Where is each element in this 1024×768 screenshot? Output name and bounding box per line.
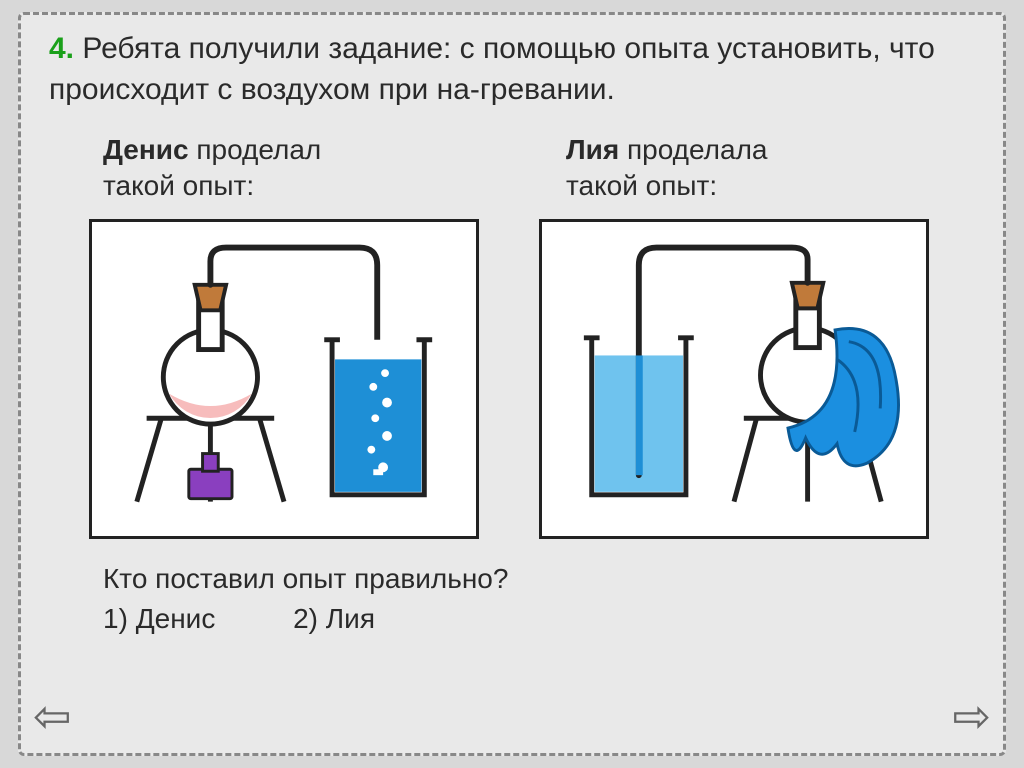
experiments-row xyxy=(49,219,975,539)
label-denis-tail: такой опыт: xyxy=(103,170,254,201)
experiment-denis-frame xyxy=(89,219,479,539)
experiment-labels-row: Денис проделал такой опыт: Лия проделала… xyxy=(49,132,975,205)
label-denis-verb: проделал xyxy=(196,134,321,165)
option-1[interactable]: 1) Денис xyxy=(103,603,215,635)
label-liya: Лия проделала такой опыт: xyxy=(512,132,975,205)
experiment-liya-diagram xyxy=(542,222,926,536)
footer-question: Кто поставил опыт правильно? xyxy=(49,563,975,595)
option-2[interactable]: 2) Лия xyxy=(293,603,375,635)
label-liya-name: Лия xyxy=(566,134,619,165)
label-liya-tail: такой опыт: xyxy=(566,170,717,201)
nav-prev-icon[interactable]: ⇦ xyxy=(33,689,72,743)
label-liya-verb: проделала xyxy=(627,134,768,165)
nav-next-icon[interactable]: ⇨ xyxy=(952,689,991,743)
experiment-denis-diagram xyxy=(92,222,476,536)
label-denis-name: Денис xyxy=(103,134,189,165)
option-2-name: Лия xyxy=(326,603,375,634)
answer-options: 1) Денис 2) Лия xyxy=(49,603,975,635)
option-2-num: 2) xyxy=(293,603,318,634)
option-1-name: Денис xyxy=(136,603,216,634)
question-number: 4. xyxy=(49,32,74,65)
experiment-liya-frame xyxy=(539,219,929,539)
question-text: 4. Ребята получили задание: с помощью оп… xyxy=(49,29,975,110)
question-body: Ребята получили задание: с помощью опыта… xyxy=(49,32,935,106)
worksheet-page: 4. Ребята получили задание: с помощью оп… xyxy=(18,12,1006,756)
option-1-num: 1) xyxy=(103,603,128,634)
label-denis: Денис проделал такой опыт: xyxy=(49,132,512,205)
